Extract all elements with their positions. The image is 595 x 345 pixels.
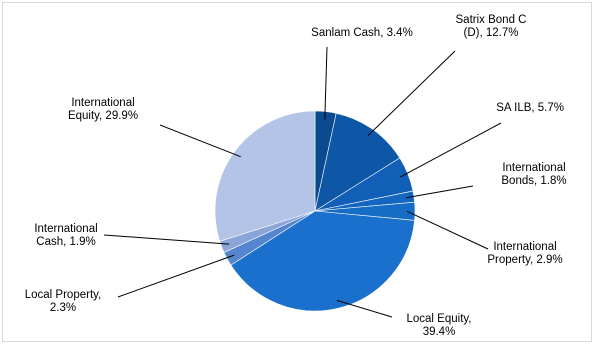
slice-label-line: International xyxy=(502,162,565,174)
slice-label-local-property: Local Property, 2.3% xyxy=(25,289,102,314)
leader-line-local-property xyxy=(117,254,235,298)
slice-label-international-equity: International Equity, 29.9% xyxy=(68,97,138,122)
pie-slice-international-equity xyxy=(214,110,316,242)
slice-label-line: International xyxy=(493,241,556,253)
pie-slices xyxy=(214,110,416,312)
leader-line-international-property xyxy=(406,210,489,250)
leader-line-satrix-bond-c-d xyxy=(367,50,456,137)
slice-label-satrix-bond-c-d: Satrix Bond C (D), 12.7% xyxy=(456,14,527,39)
slice-label-line: Bonds, 1.8% xyxy=(501,175,566,187)
leader-line-local-equity xyxy=(336,299,393,318)
slice-label-line: Property, 2.9% xyxy=(487,254,562,266)
slice-label-line: Local Equity, xyxy=(407,313,472,325)
slice-label-line: 39.4% xyxy=(423,326,456,338)
slice-label-line: 2.3% xyxy=(50,302,76,314)
leader-line-international-cash xyxy=(103,234,230,245)
slice-label-line: (D), 12.7% xyxy=(464,27,519,39)
leader-line-sa-ilb xyxy=(400,122,502,178)
slice-label-line: Sanlam Cash, 3.4% xyxy=(311,27,413,39)
pie-labels: Sanlam Cash, 3.4% Satrix Bond C (D), 12.7%… xyxy=(25,14,567,338)
slice-label-sanlam-cash: Sanlam Cash, 3.4% xyxy=(311,27,413,39)
leader-line-sanlam-cash xyxy=(324,46,328,120)
slice-label-sa-ilb: SA ILB, 5.7% xyxy=(496,102,564,114)
pie-slice-satrix-bond-c-d xyxy=(314,112,401,212)
pie-chart: Sanlam Cash, 3.4% Satrix Bond C (D), 12.7%… xyxy=(25,14,567,338)
slice-label-line: SA ILB, 5.7% xyxy=(496,102,564,114)
slice-label-line: International xyxy=(34,223,97,235)
slice-label-international-property: International Property, 2.9% xyxy=(487,241,562,266)
slice-label-line: Cash, 1.9% xyxy=(36,236,95,248)
slice-label-international-cash: International Cash, 1.9% xyxy=(34,223,97,248)
slice-label-line: International xyxy=(71,97,134,109)
chart-frame: Sanlam Cash, 3.4% Satrix Bond C (D), 12.7%… xyxy=(2,2,592,342)
slice-label-line: Equity, 29.9% xyxy=(68,110,138,122)
leader-line-international-equity xyxy=(159,124,241,158)
slice-label-line: Satrix Bond C xyxy=(456,14,527,26)
pie-slice-local-equity xyxy=(230,210,415,312)
slice-label-international-bonds: International Bonds, 1.8% xyxy=(501,162,566,187)
leader-line-international-bonds xyxy=(405,185,474,199)
slice-label-local-equity: Local Equity, 39.4% xyxy=(407,313,472,338)
slice-label-line: Local Property, xyxy=(25,289,102,301)
